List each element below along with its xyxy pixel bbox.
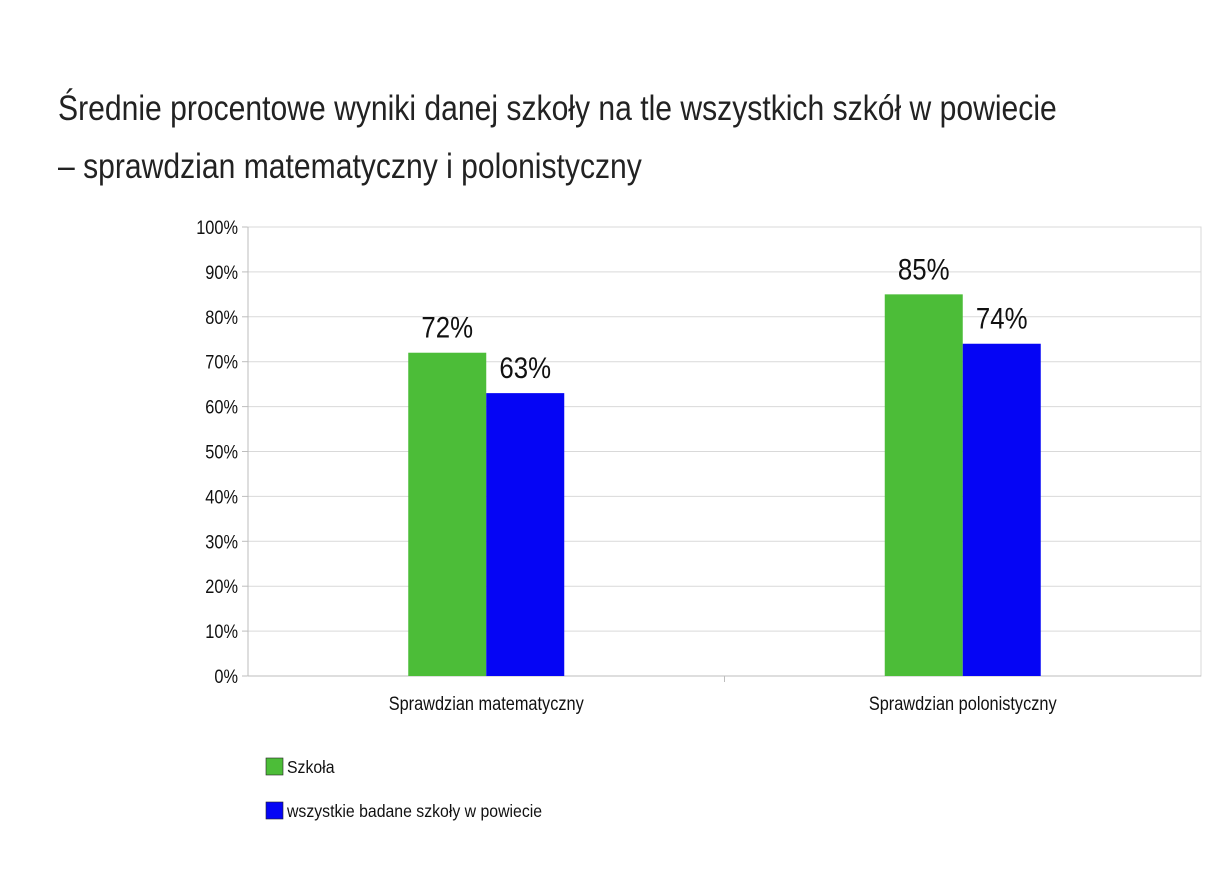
y-tick-label: 10%	[205, 621, 238, 642]
y-tick-label: 60%	[205, 396, 238, 417]
legend-label: Szkoła	[287, 757, 335, 777]
legend-swatch	[265, 801, 284, 820]
y-tick-label: 0%	[214, 666, 238, 687]
chart-subtitle: – sprawdzian matematyczny i polonistyczn…	[58, 147, 642, 186]
y-tick-label: 70%	[205, 352, 238, 373]
chart-title: Średnie procentowe wyniki danej szkoły n…	[58, 89, 1057, 128]
y-tick-label: 50%	[205, 441, 238, 462]
bar	[486, 393, 565, 676]
x-tick-label: Sprawdzian polonistyczny	[869, 693, 1057, 714]
data-label: 85%	[898, 253, 950, 286]
data-label: 74%	[976, 302, 1028, 335]
bar	[962, 343, 1041, 676]
chart-title-block: Średnie procentowe wyniki danej szkoły n…	[58, 80, 1057, 196]
y-tick-label: 80%	[205, 307, 238, 328]
x-tick-label: Sprawdzian matematyczny	[389, 693, 584, 714]
bar	[884, 294, 963, 676]
y-tick-label: 90%	[205, 262, 238, 283]
y-tick-label: 30%	[205, 531, 238, 552]
y-tick-label: 40%	[205, 486, 238, 507]
data-label: 63%	[499, 351, 551, 384]
bar	[408, 352, 487, 676]
data-label: 72%	[421, 311, 473, 344]
legend-label: wszystkie badane szkoły w powiecie	[286, 801, 542, 821]
y-tick-label: 20%	[205, 576, 238, 597]
y-tick-label: 100%	[196, 217, 238, 238]
legend-swatch	[265, 757, 284, 776]
